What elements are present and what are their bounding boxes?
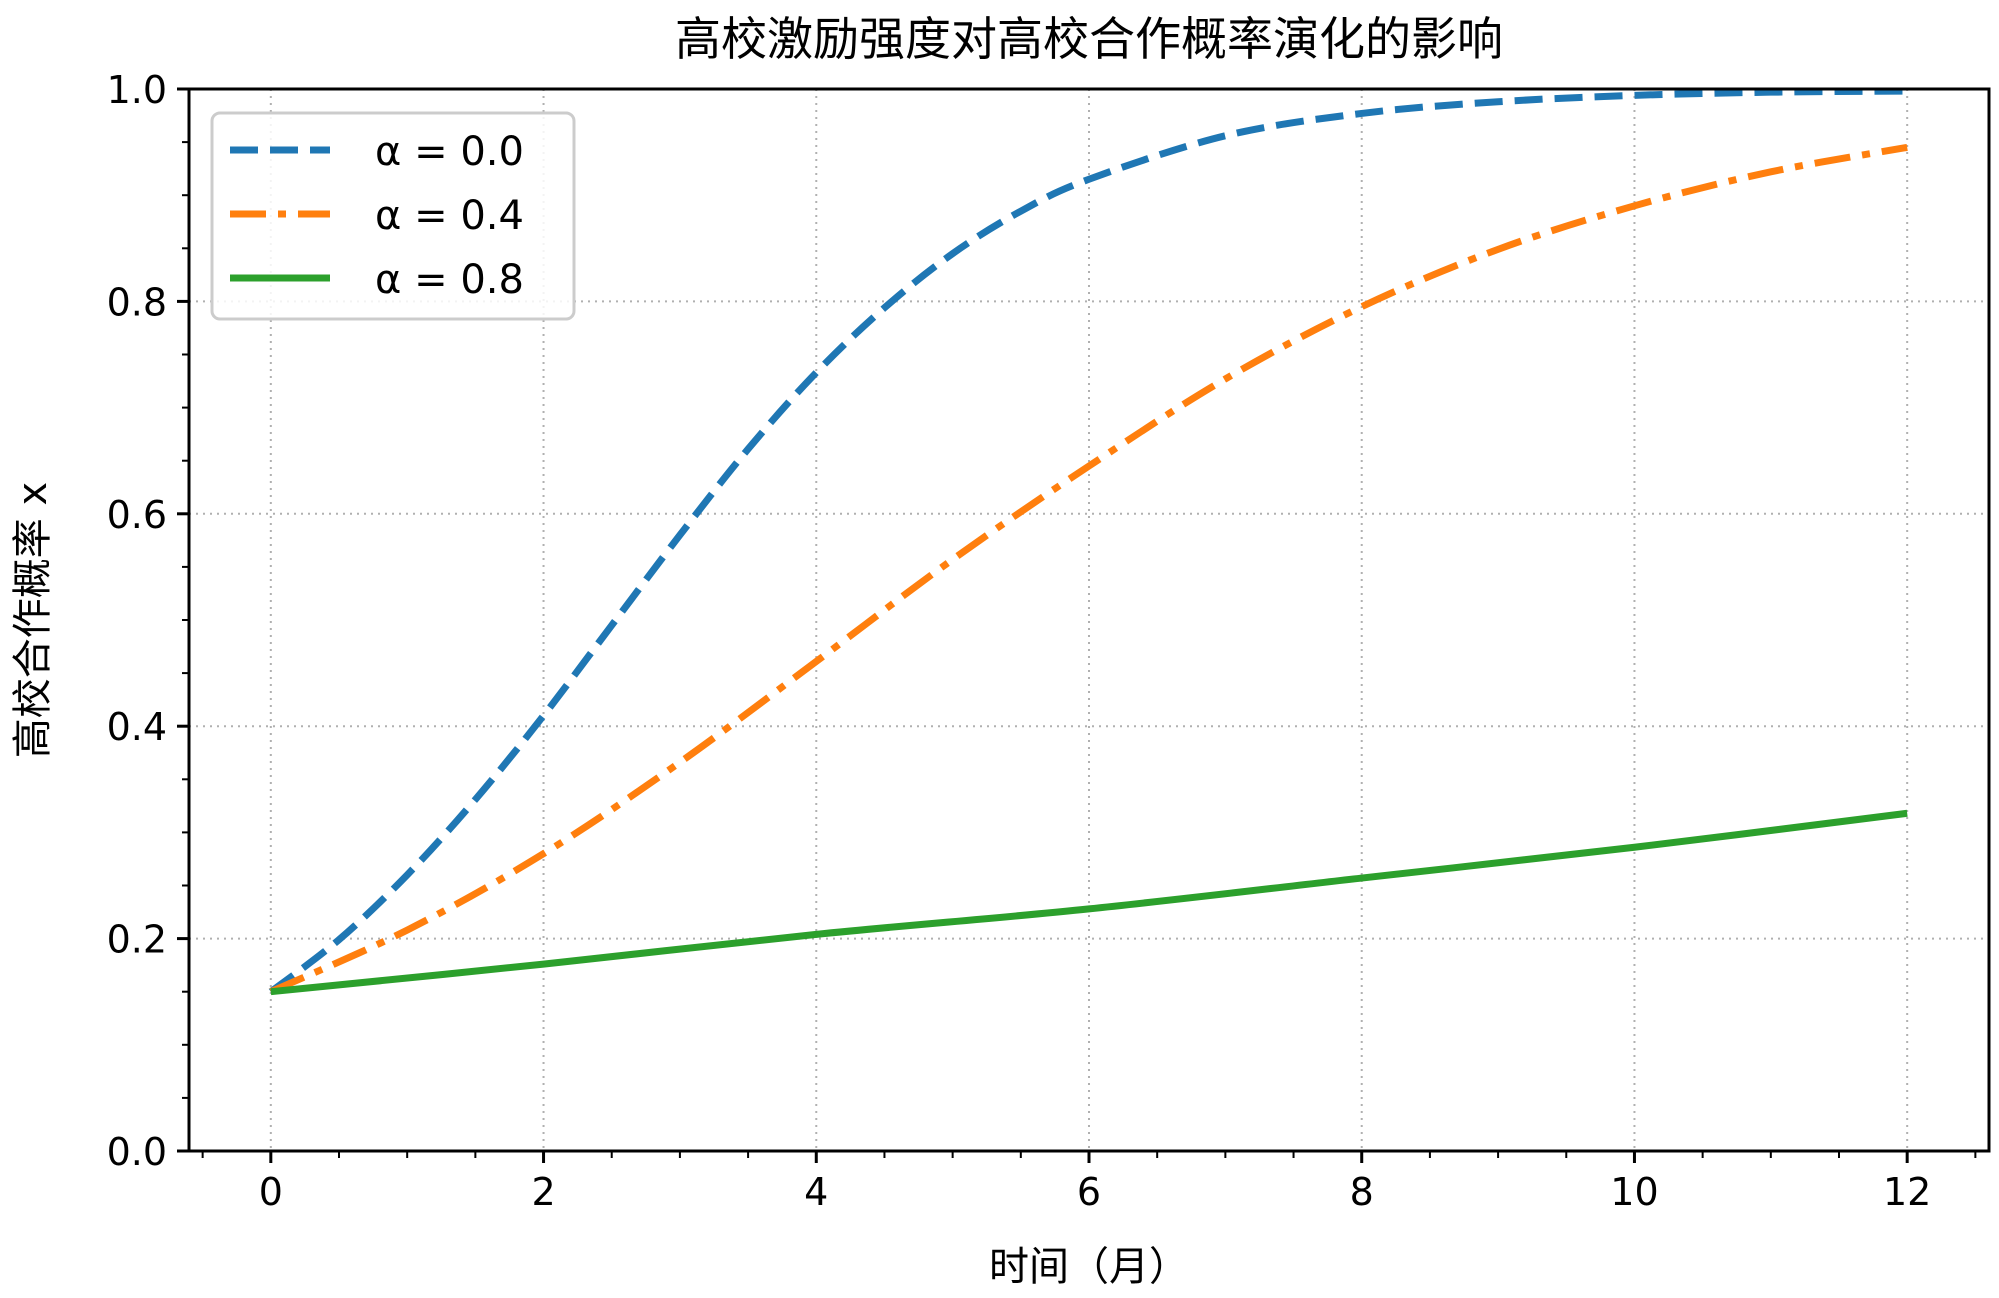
legend-label: α = 0.0 xyxy=(375,129,524,175)
series-line-2 xyxy=(270,809,1908,996)
y-tick-label: 0.0 xyxy=(107,1130,167,1174)
x-axis-label: 时间（月） xyxy=(989,1244,1189,1290)
y-tick-label: 0.8 xyxy=(107,280,167,324)
y-tick-label: 0.2 xyxy=(107,918,167,962)
x-tick-label: 4 xyxy=(804,1170,828,1214)
series-line-0 xyxy=(268,87,1908,995)
chart-title: 高校激励强度对高校合作概率演化的影响 xyxy=(675,12,1503,66)
x-tick-label: 2 xyxy=(531,1170,555,1214)
series-group xyxy=(268,87,1908,996)
x-tick-label: 10 xyxy=(1610,1170,1658,1214)
x-tick-label: 0 xyxy=(259,1170,283,1214)
y-tick-label: 0.6 xyxy=(107,493,167,537)
y-tick-label: 0.4 xyxy=(107,705,167,749)
legend-label: α = 0.4 xyxy=(375,193,524,239)
x-tick-label: 12 xyxy=(1883,1170,1931,1214)
axes: 0 2 4 6 8 10 12 0.0 0.2 0.4 0.6 0.8 1.0 xyxy=(107,68,1991,1214)
x-tick-label: 8 xyxy=(1350,1170,1374,1214)
y-axis-label: 高校合作概率 x xyxy=(10,482,56,758)
legend: α = 0.0 α = 0.4 α = 0.8 xyxy=(210,111,576,321)
series-line-1 xyxy=(269,143,1908,995)
plot-frame xyxy=(187,87,1991,1153)
legend-box xyxy=(210,111,576,321)
y-tick-label: 1.0 xyxy=(107,68,167,112)
legend-label: α = 0.8 xyxy=(375,257,524,303)
x-tick-label: 6 xyxy=(1077,1170,1101,1214)
